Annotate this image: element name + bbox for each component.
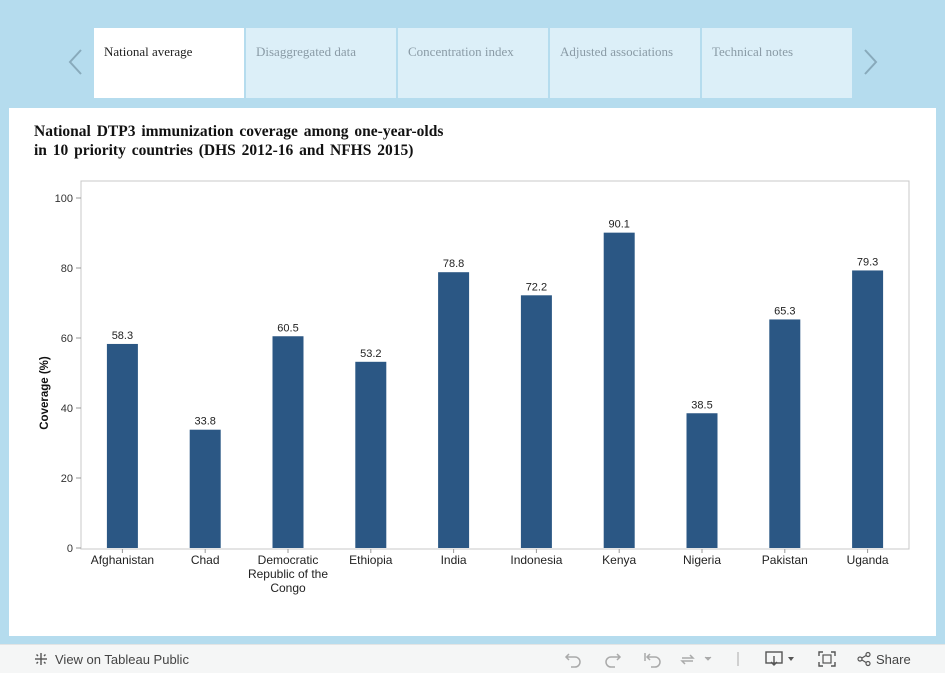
tab-technical-notes[interactable]: Technical notes bbox=[702, 28, 852, 98]
x-tick-label-line: Afghanistan bbox=[91, 553, 154, 567]
chart-title-line-2: in 10 priority countries (DHS 2012-16 an… bbox=[34, 142, 414, 159]
tab-bar: National average Disaggregated data Conc… bbox=[0, 0, 945, 108]
tab-national-average[interactable]: National average bbox=[94, 28, 244, 98]
bar[interactable] bbox=[272, 336, 304, 548]
bar-value-label: 33.8 bbox=[194, 416, 215, 428]
bar-value-label: 38.5 bbox=[691, 399, 712, 411]
tab-adjusted-associations[interactable]: Adjusted associations bbox=[550, 28, 700, 98]
x-tick-label-line: Ethiopia bbox=[349, 553, 393, 567]
x-tick-label-line: Indonesia bbox=[510, 553, 562, 567]
share-button[interactable]: Share bbox=[856, 651, 911, 670]
undo-icon[interactable] bbox=[563, 650, 583, 668]
bar[interactable] bbox=[189, 429, 221, 548]
bar[interactable] bbox=[520, 295, 552, 548]
refresh-dropdown-icon[interactable] bbox=[679, 650, 715, 668]
chart-panel: National DTP3 immunization coverage amon… bbox=[9, 108, 936, 636]
view-on-tableau-link[interactable]: View on Tableau Public bbox=[33, 651, 189, 670]
bar-value-label: 78.8 bbox=[443, 258, 464, 270]
share-icon bbox=[856, 651, 872, 670]
x-tick-label: Ethiopia bbox=[349, 553, 393, 567]
x-tick-label: Nigeria bbox=[683, 553, 721, 567]
x-tick-label-line: Republic of the bbox=[248, 567, 328, 581]
bar-value-label: 79.3 bbox=[857, 256, 878, 268]
toolbar-divider bbox=[733, 650, 743, 668]
x-tick-label-line: Democratic bbox=[258, 553, 319, 567]
y-tick-label: 20 bbox=[61, 473, 73, 485]
x-tick-label: Democratic Republic of the Congo bbox=[248, 553, 328, 595]
revert-icon[interactable] bbox=[642, 650, 662, 668]
x-tick-label: Pakistan bbox=[762, 553, 808, 567]
x-tick-label-line: Pakistan bbox=[762, 553, 808, 567]
bar-value-label: 58.3 bbox=[112, 330, 133, 342]
footer-toolbar: View on Tableau Public Share bbox=[0, 644, 945, 673]
tableau-logo-icon bbox=[33, 651, 49, 670]
x-tick-label: Uganda bbox=[847, 553, 889, 567]
fullscreen-icon[interactable] bbox=[817, 650, 837, 668]
x-tick-label-line: Nigeria bbox=[683, 553, 721, 567]
y-tick-label: 60 bbox=[61, 333, 73, 345]
tab-disaggregated-data[interactable]: Disaggregated data bbox=[246, 28, 396, 98]
bar[interactable] bbox=[438, 272, 470, 548]
bar[interactable] bbox=[686, 413, 718, 548]
y-tick-label: 100 bbox=[55, 193, 73, 205]
bar[interactable] bbox=[852, 270, 884, 548]
y-tick-label: 0 bbox=[67, 543, 73, 555]
view-on-tableau-label: View on Tableau Public bbox=[55, 651, 189, 667]
y-tick-label: 40 bbox=[61, 403, 73, 415]
x-tick-label-line: Chad bbox=[191, 553, 220, 567]
x-tick-label-line: Congo bbox=[270, 581, 306, 595]
bar[interactable] bbox=[769, 319, 801, 548]
chart-title: National DTP3 immunization coverage amon… bbox=[34, 122, 504, 160]
x-axis: Afghanistan Chad Democratic Republic of the… bbox=[91, 549, 889, 595]
plot-area bbox=[80, 180, 910, 550]
x-tick-label-line: Kenya bbox=[602, 553, 636, 567]
bars: 58.3 33.8 60.5 53.2 78.8 72.2 90.1 38.5 65.3 79.3 bbox=[106, 219, 884, 548]
bar-value-label: 90.1 bbox=[608, 219, 629, 231]
tab-concentration-index[interactable]: Concentration index bbox=[398, 28, 548, 98]
redo-icon[interactable] bbox=[603, 650, 623, 668]
y-tick-label: 80 bbox=[61, 263, 73, 275]
bar[interactable] bbox=[106, 343, 138, 548]
y-axis: 0 20 40 60 80 100 bbox=[55, 193, 81, 555]
bar-value-label: 65.3 bbox=[774, 305, 795, 317]
x-tick-label-line: Uganda bbox=[847, 553, 889, 567]
chart-title-line-1: National DTP3 immunization coverage amon… bbox=[34, 123, 444, 140]
x-tick-label: India bbox=[441, 553, 467, 567]
bar[interactable] bbox=[355, 361, 387, 548]
share-label: Share bbox=[876, 651, 911, 667]
x-tick-label-line: India bbox=[441, 553, 467, 567]
y-axis-label: Coverage (%) bbox=[39, 356, 51, 430]
bar-value-label: 53.2 bbox=[360, 348, 381, 360]
next-tab-arrow-icon[interactable] bbox=[858, 46, 882, 78]
bar-value-label: 72.2 bbox=[526, 281, 547, 293]
bar[interactable] bbox=[603, 232, 635, 548]
bar-value-label: 60.5 bbox=[277, 322, 298, 334]
download-icon[interactable] bbox=[764, 650, 798, 668]
x-tick-label: Kenya bbox=[602, 553, 636, 567]
x-tick-label: Afghanistan bbox=[91, 553, 154, 567]
x-tick-label: Indonesia bbox=[510, 553, 562, 567]
bar-chart: 0 20 40 60 80 100 58.3 33.8 60.5 53.2 78.8 72.2 90.… bbox=[39, 180, 910, 595]
prev-tab-arrow-icon[interactable] bbox=[64, 46, 88, 78]
x-tick-label: Chad bbox=[191, 553, 220, 567]
